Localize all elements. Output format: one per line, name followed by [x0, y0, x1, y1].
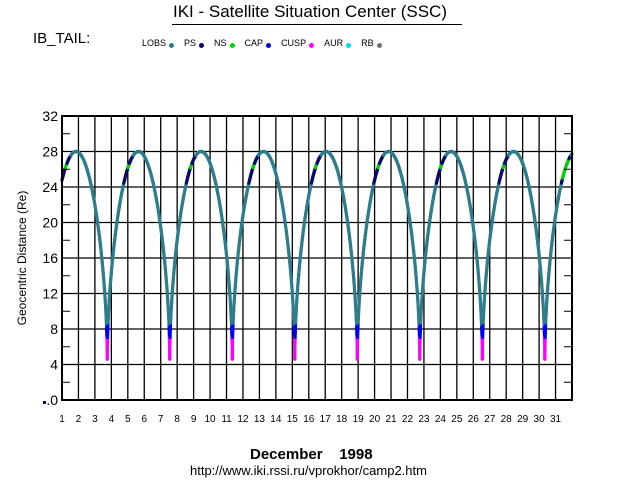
x-tick-label: 9: [191, 414, 197, 425]
x-tick-label: 26: [468, 414, 480, 425]
x-tick-label: 27: [484, 414, 496, 425]
legend-label: CAP: [244, 38, 264, 48]
legend-label: PS: [184, 38, 197, 48]
origin-marker: [43, 401, 46, 404]
x-tick-label: 5: [125, 414, 131, 425]
legend-item-rb: RB: [361, 38, 382, 48]
x-tick-label: 8: [174, 414, 180, 425]
x-tick-label: 4: [109, 414, 115, 425]
y-tick-label: 32: [42, 108, 58, 124]
orbit-curve: [60, 149, 574, 361]
x-tick-label: 24: [435, 414, 447, 425]
legend-label: NS: [214, 38, 227, 48]
x-tick-label: 2: [76, 414, 82, 425]
y-tick-label: 20: [42, 215, 58, 231]
x-tick-label: 17: [320, 414, 332, 425]
legend-item-cap: CAP: [245, 38, 272, 48]
x-tick-label: 20: [369, 414, 381, 425]
x-tick-label: 21: [385, 414, 397, 425]
title-underline: [172, 24, 462, 25]
x-tick-label: 3: [92, 414, 98, 425]
legend-swatch: [346, 43, 352, 48]
y-tick-label: .0: [46, 392, 58, 408]
legend-item-cusp: CUSP: [281, 38, 315, 48]
x-tick-label: 25: [451, 414, 463, 425]
legend-label: LOBS: [142, 38, 167, 48]
legend-item-ps: PS: [184, 38, 205, 48]
x-tick-label: 10: [205, 414, 217, 425]
x-tick-label: 6: [141, 414, 147, 425]
x-tick-label: 28: [501, 414, 513, 425]
legend-item-lobs: LOBS: [142, 38, 175, 48]
legend-swatch: [169, 43, 175, 48]
x-tick-label: 16: [303, 414, 315, 425]
x-tick-label: 13: [254, 414, 266, 425]
legend-swatch: [309, 43, 315, 48]
y-tick-label: 28: [42, 144, 58, 160]
x-tick-label: 15: [287, 414, 299, 425]
y-tick-label: 8: [50, 321, 58, 337]
y-axis-label: Geocentric Distance (Re): [15, 191, 29, 326]
plot-frame: [61, 115, 573, 401]
legend-label: CUSP: [281, 38, 307, 48]
x-tick-label: 7: [158, 414, 164, 425]
page-title: IKI - Satellite Situation Center (SSC): [172, 2, 447, 21]
legend-item-ns: NS: [214, 38, 235, 48]
x-tick-label: 1: [59, 414, 65, 425]
region-label: IB_TAIL:: [33, 30, 91, 47]
x-axis-label: December 1998: [250, 446, 373, 463]
y-tick-label: 4: [50, 357, 58, 373]
x-tick-label: 12: [237, 414, 249, 425]
legend-item-aur: AUR: [324, 38, 352, 48]
legend-swatch: [199, 43, 205, 48]
x-tick-label: 14: [270, 414, 282, 425]
grid: [61, 115, 573, 401]
legend-label: RB: [361, 38, 374, 48]
x-tick-label: 30: [534, 414, 546, 425]
legend-swatch: [229, 43, 235, 48]
y-tick-label: 12: [42, 286, 58, 302]
x-tick-label: 22: [402, 414, 414, 425]
x-tick-label: 29: [517, 414, 529, 425]
x-tick-label: 19: [353, 414, 365, 425]
x-tick-label: 11: [221, 414, 232, 425]
legend-label: AUR: [324, 38, 344, 48]
y-tick-label: 24: [42, 179, 58, 195]
x-tick-label: 23: [418, 414, 430, 425]
x-tick-label: 18: [336, 414, 348, 425]
source-url: http://www.iki.rssi.ru/vprokhor/camp2.ht…: [190, 463, 427, 478]
legend-swatch: [376, 43, 382, 48]
y-tick-label: 16: [42, 250, 58, 266]
legend-swatch: [266, 43, 272, 48]
legend: LOBS PS NS CAP CUSP AUR RB: [142, 38, 392, 48]
x-tick-label: 31: [550, 414, 562, 425]
